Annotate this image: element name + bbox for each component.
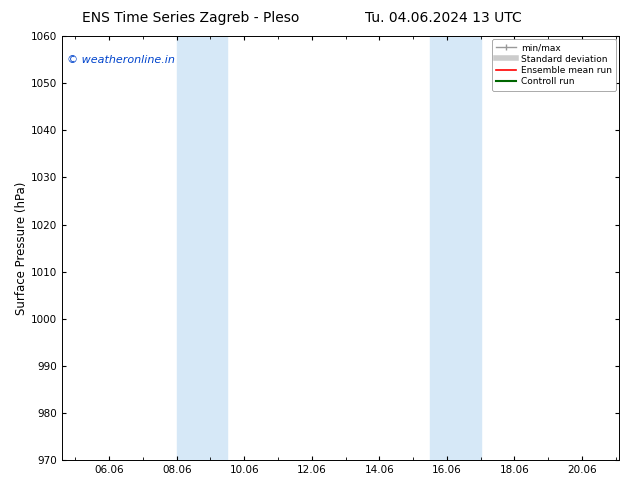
Bar [430,36,481,460]
Text: © weatheronline.in: © weatheronline.in [67,55,176,65]
Legend: min/max, Standard deviation, Ensemble mean run, Controll run: min/max, Standard deviation, Ensemble me… [492,39,616,91]
Bar [177,36,228,460]
Text: ENS Time Series Zagreb - Pleso: ENS Time Series Zagreb - Pleso [82,11,299,25]
Y-axis label: Surface Pressure (hPa): Surface Pressure (hPa) [15,181,28,315]
Text: Tu. 04.06.2024 13 UTC: Tu. 04.06.2024 13 UTC [365,11,522,25]
